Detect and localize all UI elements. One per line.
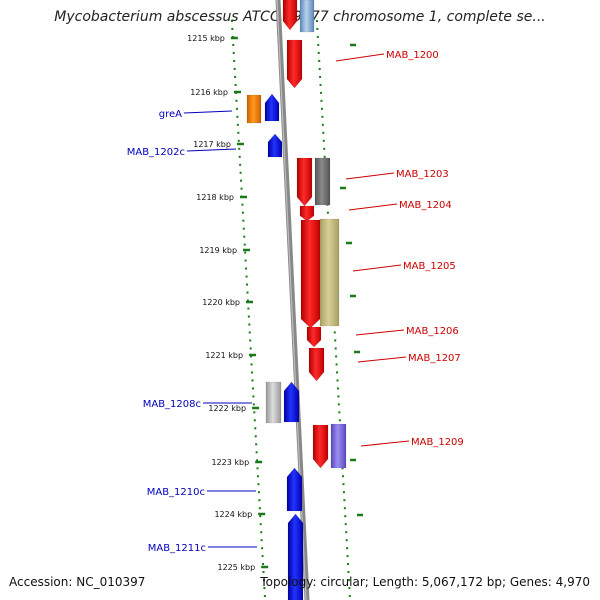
forward-gene-arrow: [282, 0, 298, 31]
forward-gene-arrow: [306, 326, 322, 348]
label-leader-line: [360, 440, 410, 447]
label-leader-line: [186, 148, 237, 152]
forward-gene-label: MAB_1207: [408, 353, 461, 364]
label-leader-line: [345, 172, 395, 180]
forward-gene-label: MAB_1203: [396, 169, 449, 180]
reverse-gene-arrow: [264, 93, 280, 122]
gene-labels: MAB_1200 MAB_1203 MAB_1204 MAB_1205 MAB_1206…: [127, 50, 464, 554]
forward-gene-label: MAB_1209: [411, 437, 464, 448]
feature-box: [330, 423, 347, 469]
forward-gene-arrow: [299, 205, 315, 222]
tick-label: 1217 kbp: [193, 140, 231, 149]
feature-box: [299, 0, 315, 33]
forward-gene-arrow: [312, 424, 329, 469]
tick-label: 1215 kbp: [187, 34, 225, 43]
tick-label: 1220 kbp: [202, 298, 240, 307]
tick-label: 1225 kbp: [217, 563, 255, 572]
left-guide-dots: [230, 19, 267, 600]
reverse-gene-label: greA: [159, 109, 182, 120]
tick-label: 1221 kbp: [205, 351, 243, 360]
tick-label: 1224 kbp: [214, 510, 252, 519]
topology-summary: Topology: circular; Length: 5,067,172 bp…: [260, 575, 590, 589]
reverse-gene-label: MAB_1208c: [143, 399, 201, 410]
feature-box: [319, 218, 340, 327]
tick-label: 1218 kbp: [196, 193, 234, 202]
label-leader-line: [348, 203, 398, 211]
forward-gene-label: MAB_1204: [399, 200, 452, 211]
reverse-gene-arrow: [287, 513, 304, 600]
reverse-gene-label: MAB_1210c: [147, 487, 205, 498]
reverse-gene-label: MAB_1202c: [127, 147, 185, 158]
feature-box: [314, 157, 331, 206]
reverse-gene-arrow: [267, 133, 283, 158]
tick-label: 1223 kbp: [211, 458, 249, 467]
reverse-gene-arrow: [286, 467, 303, 512]
backbone-line: [275, 0, 310, 600]
gene-features: [246, 0, 347, 600]
right-guide-dots: [315, 19, 352, 600]
forward-gene-arrow: [300, 219, 321, 329]
forward-gene-arrow: [296, 157, 313, 207]
forward-gene-label: MAB_1205: [403, 261, 456, 272]
reverse-gene-arrow: [283, 381, 300, 423]
forward-gene-arrow: [308, 347, 325, 382]
label-leader-line: [357, 356, 407, 363]
tick-label: 1222 kbp: [208, 404, 246, 413]
forward-gene-label: MAB_1206: [406, 326, 459, 337]
scale-ticks: 1215 kbp 1216 kbp 1217 kbp 1218 kbp 1219 kbp…: [187, 19, 363, 600]
label-leader-line: [183, 110, 233, 114]
feature-box: [265, 381, 282, 424]
label-leader-line: [352, 264, 402, 272]
accession-text: Accession: NC_010397: [9, 575, 146, 589]
tick-label: 1216 kbp: [190, 88, 228, 97]
forward-gene-label: MAB_1200: [386, 50, 439, 61]
label-leader-line: [355, 329, 405, 336]
label-leader-line: [335, 53, 385, 62]
reverse-gene-label: MAB_1211c: [148, 543, 206, 554]
feature-box: [246, 94, 262, 124]
forward-gene-arrow: [286, 39, 303, 89]
tick-label: 1219 kbp: [199, 246, 237, 255]
